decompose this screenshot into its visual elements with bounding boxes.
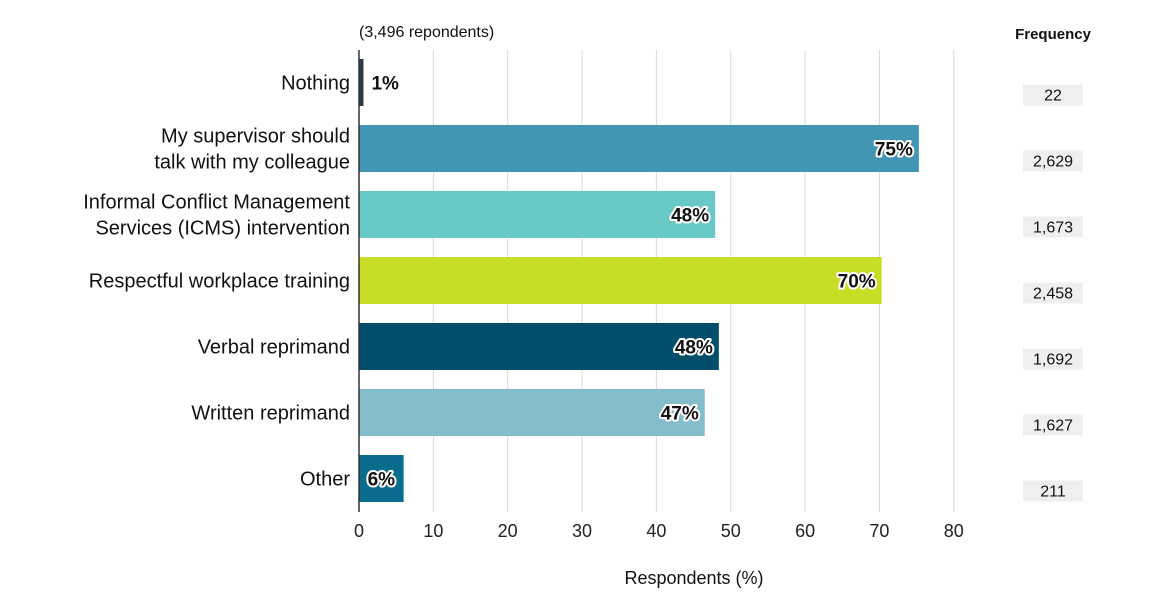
- frequency-cell: [1023, 282, 1083, 304]
- bar: [359, 191, 716, 238]
- data-labels: 1% 75% 48% 70% 48% 47% 6%: [366, 74, 915, 493]
- data-label: 47%: [661, 404, 699, 425]
- frequency-header: Frequency: [1015, 26, 1092, 43]
- frequency-value: 2,458: [1033, 286, 1073, 303]
- frequency-cell: [1023, 150, 1083, 172]
- category-label: talk with my colleague: [154, 152, 350, 174]
- bar: [359, 257, 882, 304]
- x-tick-label: 20: [498, 521, 518, 541]
- bar: [359, 59, 364, 106]
- respondents-note: (3,496 repondents): [359, 24, 494, 41]
- data-label: 48%: [675, 338, 713, 359]
- data-label: 70%: [838, 272, 876, 293]
- x-tick-label: 50: [721, 521, 741, 541]
- category-label: Written reprimand: [191, 403, 350, 425]
- x-tick-label: 40: [646, 521, 666, 541]
- data-label: 75%: [875, 140, 913, 161]
- bar: [359, 125, 919, 172]
- bar: [359, 455, 404, 502]
- x-tick-label: 60: [795, 521, 815, 541]
- x-axis-title: Respondents (%): [624, 568, 763, 588]
- bar: [359, 323, 719, 370]
- x-tick-label: 10: [423, 521, 443, 541]
- frequency-cell: [1023, 84, 1083, 106]
- category-label: Nothing: [281, 73, 350, 95]
- frequency-value: 1,692: [1033, 352, 1073, 369]
- frequency-value: 1,627: [1033, 418, 1073, 435]
- category-label: Verbal reprimand: [198, 337, 350, 359]
- category-label: Other: [300, 469, 350, 491]
- category-label: My supervisor should: [161, 126, 350, 148]
- bar: [359, 389, 705, 436]
- frequency-column: 22 2,629 1,673 2,458 1,692 1,627 211: [1023, 84, 1083, 502]
- frequency-cell: [1023, 414, 1083, 436]
- category-label: Informal Conflict Management: [83, 192, 350, 214]
- frequency-cell: [1023, 480, 1083, 502]
- x-tick-label: 0: [354, 521, 364, 541]
- frequency-value: 211: [1040, 484, 1066, 501]
- x-tick-label: 80: [944, 521, 964, 541]
- x-axis-ticks: 0 10 20 30 40 50 60 70 80: [354, 521, 964, 541]
- frequency-cell: [1023, 216, 1083, 238]
- frequency-value: 22: [1044, 88, 1062, 105]
- category-label: Services (ICMS) intervention: [95, 218, 350, 240]
- data-label: 1%: [371, 74, 399, 95]
- x-tick-label: 30: [572, 521, 592, 541]
- data-label: 48%: [671, 206, 709, 227]
- bars: [359, 59, 919, 502]
- frequency-cell: [1023, 348, 1083, 370]
- category-labels: Nothing My supervisor should talk with my …: [83, 73, 350, 491]
- category-label: Respectful workplace training: [89, 271, 350, 293]
- x-tick-label: 70: [869, 521, 889, 541]
- data-label: 6%: [368, 470, 396, 491]
- frequency-value: 1,673: [1033, 220, 1073, 237]
- frequency-value: 2,629: [1033, 154, 1073, 171]
